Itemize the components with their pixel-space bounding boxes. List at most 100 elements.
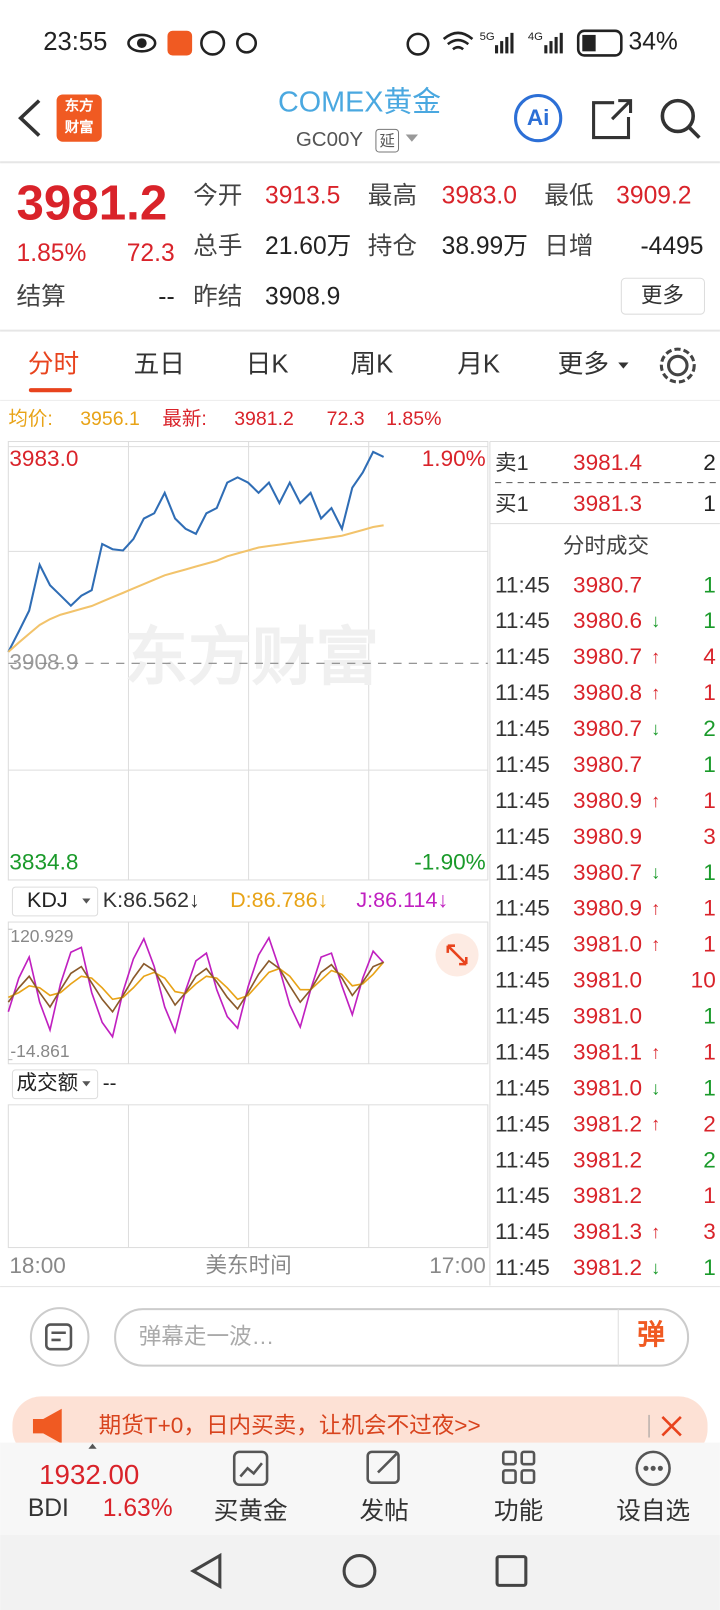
more-button-box[interactable] (620, 277, 705, 315)
nav-item[interactable]: 设自选 (616, 1497, 690, 1525)
change: 72.3 (127, 240, 175, 267)
nav-back[interactable] (190, 1552, 222, 1590)
index-change: 1.63% (103, 1495, 173, 1522)
indicator-selector[interactable] (11, 886, 99, 917)
trade-price: 3980.7 (573, 716, 642, 741)
ai-button[interactable]: Ai (514, 93, 563, 143)
info-item: 3956.1 (80, 408, 140, 430)
field-value: 3983.0 (442, 183, 517, 210)
index-name: BDI (28, 1495, 69, 1522)
kdj-legend: J:86.114↓ (356, 887, 448, 912)
comment-input[interactable] (114, 1308, 690, 1367)
nav-recent[interactable] (495, 1555, 528, 1587)
settings-button[interactable] (659, 347, 696, 384)
trade-price: 3981.2 (573, 1255, 642, 1280)
field-value: -- (158, 283, 174, 310)
logo-text: 东方 (65, 97, 94, 115)
delay-tag-box (375, 128, 400, 153)
tab[interactable]: 月K (457, 350, 500, 378)
volume-label[interactable]: 成交额 (17, 1072, 79, 1095)
trade-volume: 1 (703, 572, 716, 597)
close-button[interactable] (661, 1416, 682, 1437)
banner-text[interactable]: 期货T+0，日内买卖，让机会不过夜>> (99, 1413, 481, 1438)
info-item: 3981.2 (234, 408, 294, 430)
danmaku-button[interactable]: 弹 (637, 1319, 665, 1350)
bottom-nav (0, 1442, 720, 1536)
tab[interactable]: 日K (246, 350, 289, 378)
kdj-line (7, 959, 384, 1014)
trade-volume: 1 (703, 752, 716, 777)
trade-arrow: ↓ (651, 862, 660, 883)
search-button[interactable] (660, 98, 701, 139)
expand-button[interactable] (435, 933, 479, 977)
trade-time: 11:45 (495, 860, 550, 885)
average-line (7, 524, 384, 653)
field-value: 21.60万 (265, 233, 351, 260)
y-tick-label: 3908.9 (9, 649, 78, 674)
more-button[interactable]: 更多 (641, 282, 684, 307)
trade-price: 3981.0 (573, 1075, 642, 1100)
back-button[interactable] (18, 99, 41, 137)
field-label: 持仓 (368, 232, 417, 260)
code: GC00Y (296, 128, 364, 151)
nav-item[interactable]: 发帖 (359, 1497, 408, 1525)
trade-arrow: ↓ (651, 610, 660, 631)
field-value: -4495 (640, 233, 703, 260)
share-button[interactable] (592, 99, 633, 140)
price-line (7, 450, 385, 653)
trade-arrow: ↓ (651, 718, 660, 739)
clock: 23:55 (43, 28, 107, 56)
kdj-legend: K:86.562↓ (103, 887, 200, 912)
trade-time: 11:45 (495, 572, 550, 597)
y2-tick-label: 1.90% (422, 446, 486, 471)
trades-title: 分时成交 (563, 533, 649, 558)
trade-arrow: ↓ (651, 1077, 660, 1098)
tab-underline (28, 388, 72, 393)
title: COMEX黄金 (278, 86, 441, 118)
app-logo (56, 94, 102, 142)
trade-time: 11:45 (495, 824, 550, 849)
change-pct: 1.85% (17, 240, 87, 267)
trade-price: 3981.1 (573, 1039, 642, 1064)
trade-time: 11:45 (495, 1039, 550, 1064)
trade-price: 3980.7 (573, 752, 642, 777)
index-value: 1932.00 (39, 1459, 139, 1490)
trade-volume: 1 (703, 896, 716, 921)
trade-price: 3980.9 (573, 896, 642, 921)
field-value: 3913.5 (265, 183, 340, 210)
trade-price: 3980.7 (573, 572, 642, 597)
nav-item[interactable]: 买黄金 (214, 1497, 288, 1525)
tab[interactable]: 分时 (28, 349, 79, 378)
nav-icons (232, 1450, 671, 1487)
volume-value: -- (103, 1072, 117, 1095)
dropdown-icon (82, 1081, 91, 1087)
indicator-name[interactable]: KDJ (27, 887, 68, 912)
field-label: 结算 (17, 282, 66, 310)
volume-selector[interactable] (11, 1069, 99, 1100)
info-item: 72.3 (327, 408, 365, 430)
field-value: 38.99万 (442, 233, 528, 260)
y-tick-label: 3834.8 (9, 849, 78, 874)
comment-placeholder[interactable]: 弹幕走一波… (139, 1324, 274, 1349)
dropdown-icon[interactable] (405, 134, 419, 142)
nav-home[interactable] (342, 1554, 377, 1588)
trade-price: 3980.8 (573, 680, 642, 705)
trade-price: 3980.7 (573, 644, 642, 669)
field-label: 日增 (544, 232, 593, 260)
signal-bars (495, 32, 563, 54)
tab[interactable]: 五日 (134, 350, 185, 378)
trade-arrow: ↑ (651, 646, 660, 667)
comment-icon[interactable] (29, 1307, 90, 1367)
trade-arrow: ↑ (651, 682, 660, 703)
trade-price: 3981.0 (573, 932, 642, 957)
tab[interactable]: 更多 (558, 349, 609, 378)
trade-volume: 1 (703, 860, 716, 885)
tab[interactable]: 周K (350, 350, 393, 378)
trade-arrow: ↑ (651, 934, 660, 955)
nav-item[interactable]: 功能 (494, 1497, 543, 1525)
trade-arrow: ↓ (651, 1257, 660, 1278)
bid-price: 3981.3 (573, 491, 642, 516)
kdj-line (7, 935, 385, 1039)
trade-volume: 1 (703, 1183, 716, 1208)
trade-price: 3981.2 (573, 1111, 642, 1136)
